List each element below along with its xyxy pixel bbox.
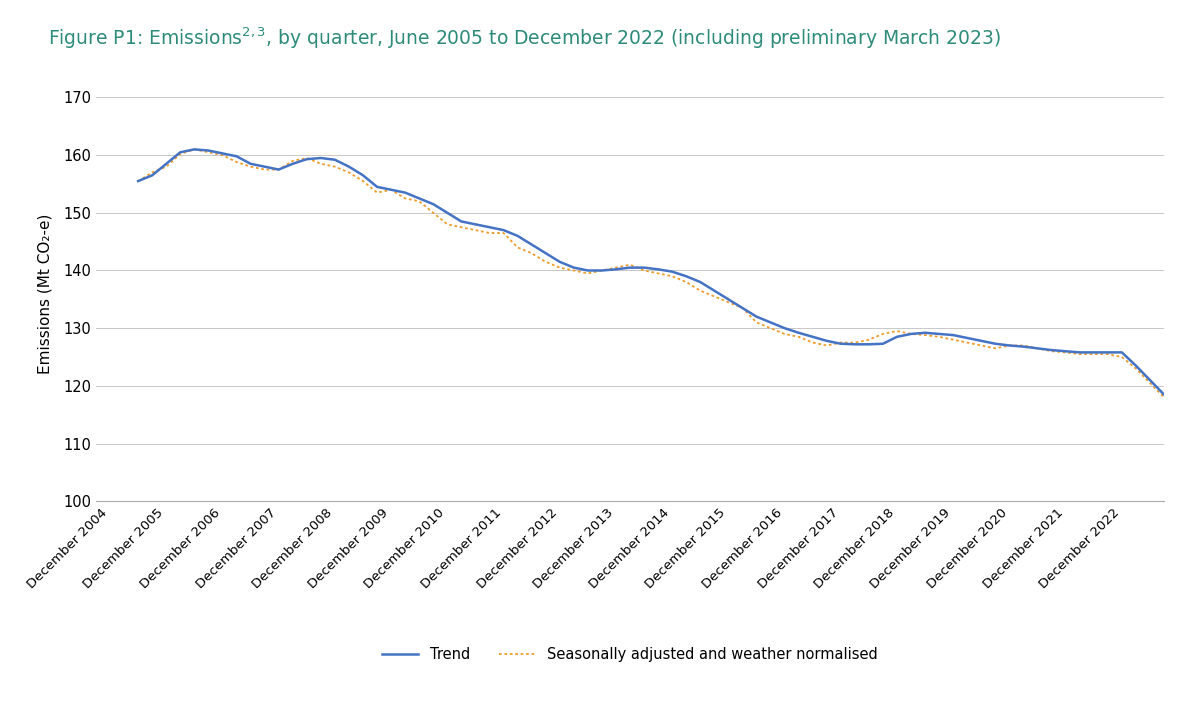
Trend [1157,390,1171,399]
Seasonally adjusted and weather normalised [202,148,216,157]
Trend [721,295,736,304]
Seasonally adjusted and weather normalised [131,177,145,185]
Trend [202,146,216,155]
Seasonally adjusted and weather normalised [160,163,174,171]
Legend: Trend, Seasonally adjusted and weather normalised: Trend, Seasonally adjusted and weather n… [376,642,884,668]
Trend [131,177,145,185]
Seasonally adjusted and weather normalised [271,165,286,174]
Seasonally adjusted and weather normalised [1157,393,1171,402]
Line: Trend: Trend [138,150,1200,413]
Seasonally adjusted and weather normalised [1058,348,1073,357]
Seasonally adjusted and weather normalised [187,145,202,154]
Y-axis label: Emissions (Mt CO₂-e): Emissions (Mt CO₂-e) [37,213,52,374]
Seasonally adjusted and weather normalised [721,298,736,306]
Trend [187,145,202,154]
Trend [1058,347,1073,356]
Trend [271,165,286,174]
Text: Figure P1: Emissions$^{2,3}$, by quarter, June 2005 to December 2022 (including : Figure P1: Emissions$^{2,3}$, by quarter… [48,25,1001,51]
Line: Seasonally adjusted and weather normalised: Seasonally adjusted and weather normalis… [138,150,1200,417]
Trend [160,160,174,168]
